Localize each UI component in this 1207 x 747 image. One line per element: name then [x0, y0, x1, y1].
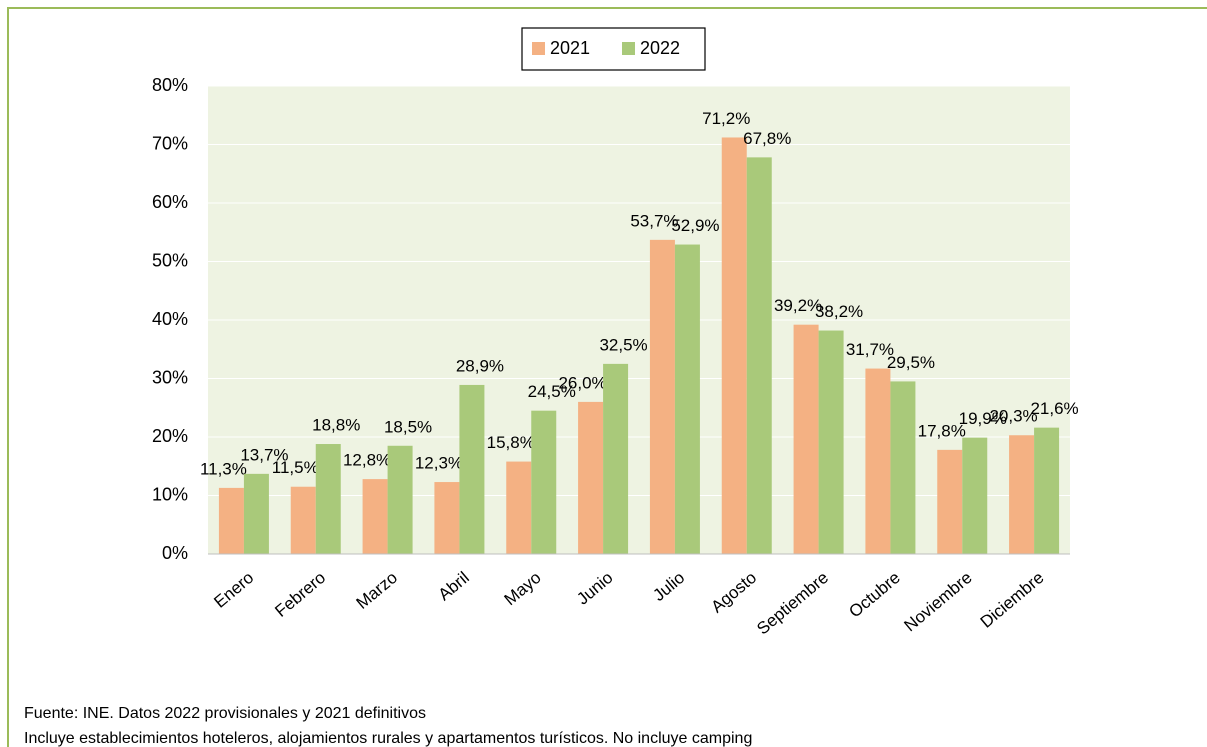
- x-tick-label: Abril: [435, 568, 473, 604]
- bar: [387, 445, 413, 554]
- x-tick-label: Noviembre: [901, 568, 976, 635]
- y-tick-label: 0%: [162, 543, 188, 563]
- bar: [434, 482, 460, 554]
- bar: [506, 461, 532, 554]
- bar: [865, 368, 891, 554]
- value-label: 13,7%: [240, 445, 288, 464]
- bar: [1034, 427, 1060, 554]
- x-tick-label: Diciembre: [977, 568, 1048, 632]
- bar: [890, 381, 916, 554]
- coverage-note: Incluye establecimientos hoteleros, aloj…: [24, 730, 752, 747]
- legend-swatch: [532, 42, 545, 55]
- value-label: 15,8%: [487, 433, 535, 452]
- bar: [578, 401, 604, 554]
- x-tick-label: Septiembre: [753, 568, 832, 638]
- value-label: 32,5%: [599, 335, 647, 354]
- x-tick-label: Octubre: [845, 568, 904, 621]
- value-label: 29,5%: [887, 353, 935, 372]
- x-tick-label: Mayo: [501, 568, 545, 609]
- value-label: 20,3%: [989, 407, 1037, 426]
- x-tick-label: Julio: [649, 568, 688, 605]
- value-label: 18,5%: [384, 417, 432, 436]
- value-label: 28,9%: [456, 356, 504, 375]
- bar: [603, 363, 629, 554]
- value-label: 53,7%: [630, 211, 678, 230]
- value-label: 71,2%: [702, 109, 750, 128]
- value-label: 12,8%: [343, 451, 391, 470]
- value-label: 17,8%: [918, 421, 966, 440]
- value-label: 67,8%: [743, 129, 791, 148]
- x-tick-label: Junio: [573, 568, 616, 609]
- bar: [315, 444, 341, 554]
- y-tick-label: 50%: [152, 250, 188, 270]
- bar: [793, 324, 819, 554]
- y-tick-label: 40%: [152, 309, 188, 329]
- value-label: 11,3%: [200, 459, 247, 478]
- legend-swatch: [622, 42, 635, 55]
- y-tick-label: 70%: [152, 133, 188, 153]
- bar: [218, 487, 244, 554]
- value-label: 52,9%: [671, 216, 719, 235]
- bar: [674, 244, 700, 554]
- bar: [243, 473, 269, 554]
- y-tick-label: 60%: [152, 192, 188, 212]
- value-label: 39,2%: [774, 296, 822, 315]
- bar: [290, 486, 316, 554]
- value-label: 26,0%: [558, 373, 606, 392]
- source-note: Fuente: INE. Datos 2022 provisionales y …: [24, 705, 426, 722]
- legend-box: [521, 27, 706, 71]
- y-tick-label: 80%: [152, 75, 188, 95]
- bar: [1009, 435, 1035, 554]
- y-tick-label: 10%: [152, 484, 188, 504]
- x-tick-label: Enero: [210, 568, 257, 612]
- value-label: 18,8%: [312, 416, 360, 435]
- value-label: 21,6%: [1030, 399, 1078, 418]
- y-tick-label: 30%: [152, 367, 188, 387]
- bar: [531, 410, 557, 554]
- value-label: 31,7%: [846, 340, 894, 359]
- x-tick-label: Agosto: [707, 568, 760, 617]
- bar: [721, 137, 747, 555]
- x-tick-label: Marzo: [353, 568, 401, 613]
- value-label: 11,5%: [272, 458, 319, 477]
- legend-label: 2021: [550, 38, 590, 58]
- bar: [962, 437, 988, 554]
- bar: [746, 157, 772, 554]
- frame: [7, 7, 1207, 747]
- bar: [362, 479, 388, 554]
- bar: [937, 449, 963, 554]
- x-tick-label: Febrero: [271, 568, 329, 621]
- value-label: 19,9%: [959, 409, 1007, 428]
- bar: [649, 239, 675, 555]
- bar: [818, 330, 844, 554]
- y-tick-label: 20%: [152, 426, 188, 446]
- value-label: 24,5%: [528, 382, 576, 401]
- legend-label: 2022: [640, 38, 680, 58]
- bar: [459, 384, 485, 554]
- value-label: 38,2%: [815, 302, 863, 321]
- value-label: 12,3%: [415, 454, 463, 473]
